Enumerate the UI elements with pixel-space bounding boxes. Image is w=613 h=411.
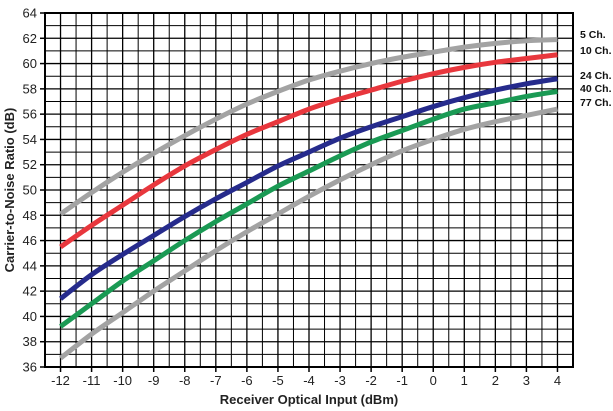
legend-label-10-ch: 10 Ch. [580,45,612,57]
x-tick-label: -12 [51,373,70,388]
legend-label-40-ch: 40 Ch. [580,83,612,95]
legend-label-77-ch: 77 Ch. [580,97,612,109]
y-tick-label: 64 [23,6,37,21]
y-tick-label: 38 [23,334,37,349]
legend-label-24-ch: 24 Ch. [580,70,612,82]
y-tick-label: 40 [23,309,37,324]
x-tick-label: 3 [523,373,530,388]
x-tick-label: 1 [461,373,468,388]
y-tick-label: 36 [23,360,37,375]
y-tick-label: 54 [23,132,37,147]
legend-label-5-ch: 5 Ch. [580,29,606,41]
y-tick-labels: 36 38 40 42 44 46 48 50 52 54 56 58 60 62 64 [23,6,37,375]
x-tick-label: -7 [210,373,222,388]
x-tick-label: -10 [113,373,132,388]
series-line-40-ch [59,88,558,329]
x-tick-label: -2 [365,373,377,388]
x-tick-label: -6 [241,373,253,388]
y-tick-label: 42 [23,284,37,299]
y-tick-label: 58 [23,81,37,96]
y-tick-label: 62 [23,31,37,46]
x-tick-label: -9 [148,373,160,388]
tick-marks [40,12,559,372]
series-line-5-ch [59,37,558,217]
x-tick-label: -8 [179,373,191,388]
y-tick-label: 52 [23,157,37,172]
x-tick-label: -11 [83,373,101,388]
x-tick-label: 0 [430,373,437,388]
y-axis-title: Carrier-to-Noise Ratio (dB) [2,108,17,273]
x-tick-labels: -12 -11 -10 -9 -8 -7 -6 -5 -4 -3 -2 -1 0 1 2 3 4 [51,373,561,388]
major-gridlines [45,13,573,367]
series-lines [59,37,558,361]
x-tick-label: 4 [554,373,561,388]
series-line-77-ch [59,106,558,361]
x-tick-label: -5 [272,373,284,388]
x-tick-label: -4 [303,373,315,388]
x-tick-label: 2 [492,373,499,388]
y-tick-label: 46 [23,233,37,248]
x-tick-label: -3 [334,373,346,388]
x-tick-label: -1 [396,373,408,388]
y-tick-label: 50 [23,183,37,198]
series-line-10-ch [59,52,558,249]
y-tick-label: 44 [23,258,37,273]
series-line-24-ch [59,76,558,301]
y-tick-label: 60 [23,56,37,71]
y-tick-label: 56 [23,107,37,122]
x-axis-title: Receiver Optical Input (dBm) [220,392,398,407]
legend: 5 Ch. 10 Ch. 24 Ch.40 Ch. 77 Ch. [580,29,612,109]
y-tick-label: 48 [23,208,37,223]
